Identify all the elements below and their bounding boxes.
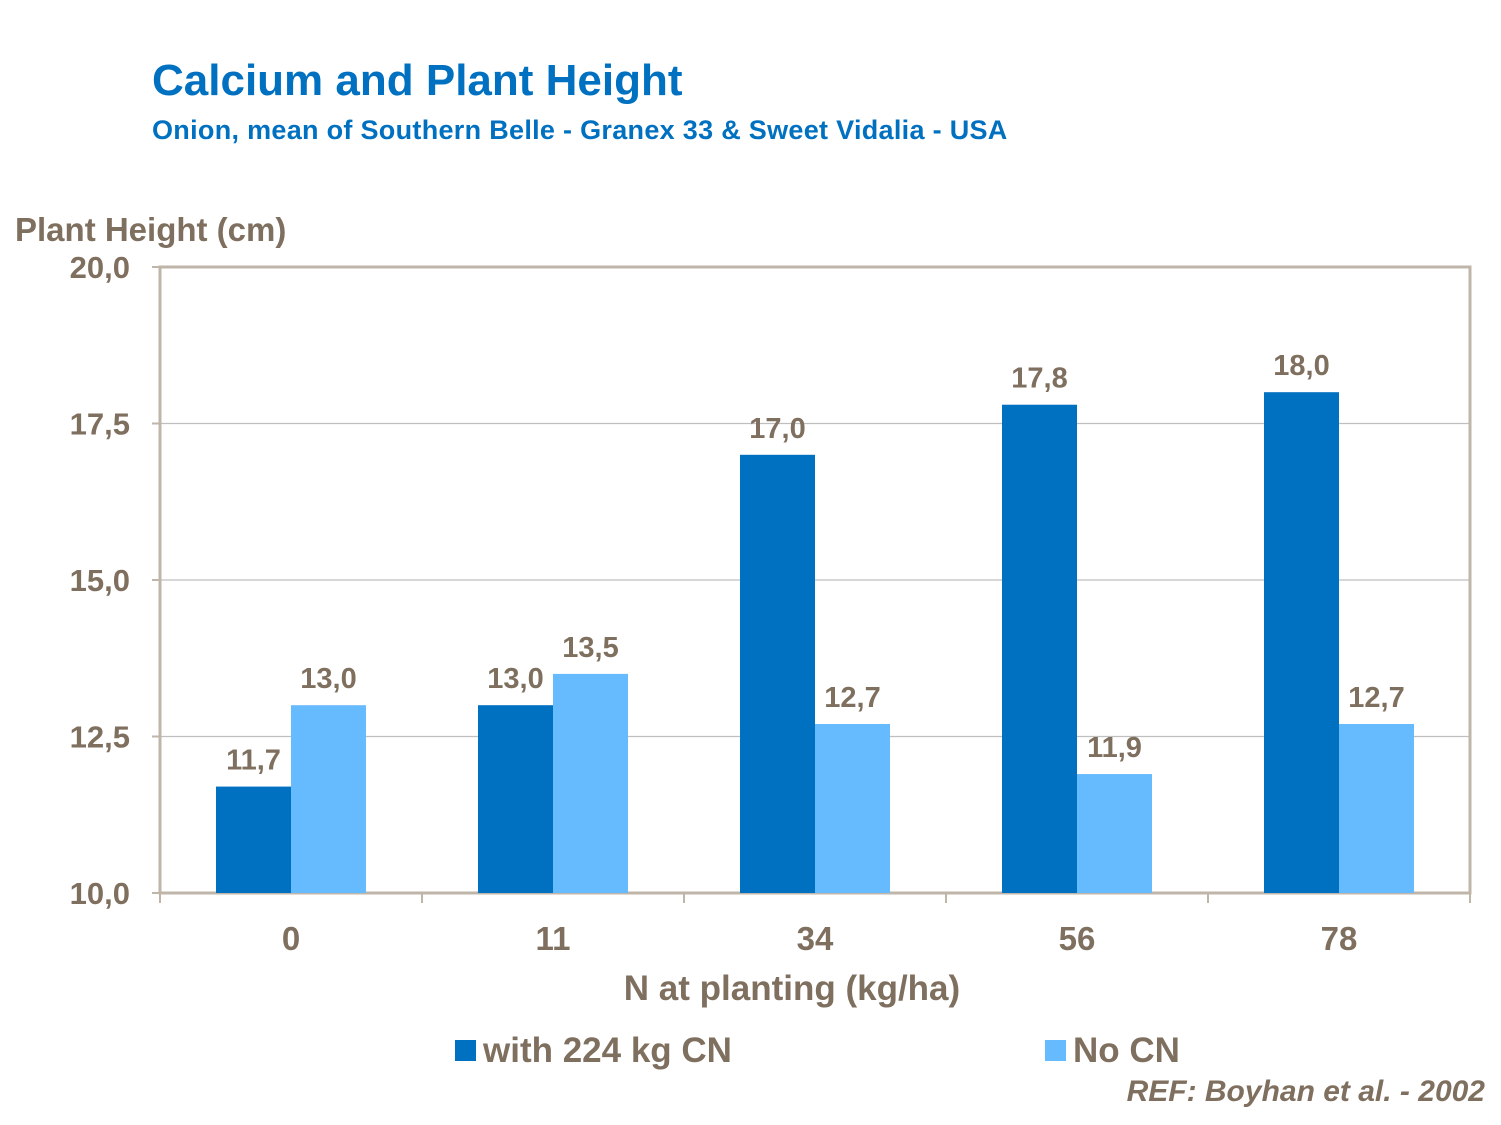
chart-title: Calcium and Plant Height	[152, 56, 683, 105]
bar-with-cn	[1264, 392, 1339, 893]
x-tick-label: 56	[1059, 920, 1096, 957]
data-label: 13,0	[300, 663, 356, 695]
x-tick-label: 78	[1321, 920, 1358, 957]
y-tick-label: 10,0	[70, 876, 130, 911]
reference-note: REF: Boyhan et al. - 2002	[1126, 1075, 1485, 1108]
legend-swatch	[455, 1040, 476, 1061]
data-label: 17,0	[749, 413, 805, 445]
x-tick-label: 0	[282, 920, 300, 957]
legend-item-no-cn: No CN	[1073, 1031, 1180, 1070]
bar-no-cn	[291, 705, 366, 893]
data-label: 12,7	[1348, 682, 1404, 714]
y-tick-label: 15,0	[70, 563, 130, 598]
data-label: 11,9	[1087, 732, 1142, 764]
y-tick-label: 17,5	[70, 407, 130, 442]
bar-with-cn	[478, 705, 553, 893]
y-axis-label: Plant Height (cm)	[15, 211, 286, 248]
bar-no-cn	[815, 723, 890, 893]
x-axis-label: N at planting (kg/ha)	[624, 969, 960, 1008]
y-tick-label: 12,5	[70, 720, 130, 755]
data-label: 11,7	[226, 745, 281, 777]
data-label: 17,8	[1011, 363, 1067, 395]
bar-no-cn	[553, 673, 628, 893]
data-label: 13,5	[562, 632, 618, 664]
y-tick-label: 20,0	[70, 250, 130, 285]
data-label: 13,0	[487, 663, 543, 695]
bar-no-cn	[1339, 723, 1414, 893]
legend-item-with-cn: with 224 kg CN	[482, 1031, 732, 1070]
data-label: 18,0	[1273, 350, 1329, 382]
legend-swatch	[1045, 1040, 1066, 1061]
bar-with-cn	[216, 786, 291, 893]
bar-with-cn	[1002, 404, 1077, 893]
data-label: 12,7	[824, 682, 880, 714]
bar-no-cn	[1077, 774, 1152, 893]
bar-with-cn	[740, 454, 815, 893]
x-tick-label: 11	[536, 920, 571, 957]
x-tick-label: 34	[797, 920, 834, 957]
chart-subtitle: Onion, mean of Southern Belle - Granex 3…	[152, 115, 1008, 145]
